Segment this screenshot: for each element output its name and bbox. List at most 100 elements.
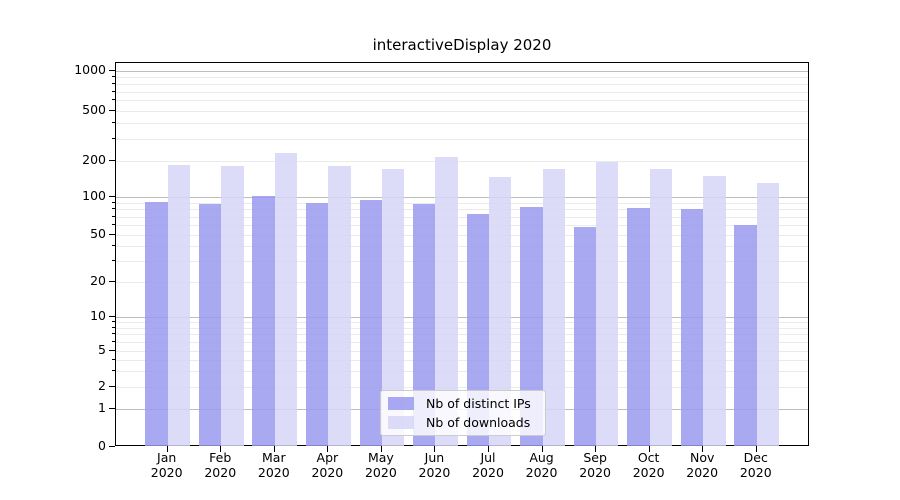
- bar-distinct-ips: [573, 226, 597, 446]
- y-axis-tick: [109, 70, 115, 71]
- bar-downloads: [381, 169, 405, 446]
- x-axis-tick: [380, 446, 382, 452]
- bar-distinct-ips: [198, 204, 222, 446]
- legend: Nb of distinct IPs Nb of downloads: [380, 390, 546, 436]
- gridline-minor: [116, 342, 808, 344]
- gridline-minor: [116, 261, 808, 263]
- gridline-minor: [116, 334, 808, 336]
- y-axis-tick-label: 1000: [74, 62, 106, 77]
- gridline-minor: [116, 327, 808, 329]
- bar-distinct-ips: [305, 202, 329, 446]
- x-axis-tick-label: Oct 2020: [632, 450, 665, 480]
- y-axis-tick: [109, 446, 115, 447]
- y-axis-tick-label: 500: [82, 102, 106, 117]
- y-axis-tick-label: 1: [98, 400, 106, 415]
- x-axis-tick-label: Feb 2020: [204, 450, 237, 480]
- x-axis-tick-label: Dec 2020: [739, 450, 772, 480]
- y-axis-tick-label: 50: [90, 226, 106, 241]
- gridline-minor: [116, 282, 808, 283]
- y-axis-minor-tick: [112, 333, 115, 335]
- y-axis-tick-label: 20: [90, 273, 106, 288]
- y-axis-minor-tick: [112, 321, 115, 323]
- y-axis-minor-tick: [112, 370, 115, 372]
- gridline-minor: [116, 246, 808, 248]
- y-axis-minor-tick: [112, 99, 115, 101]
- x-axis-tick: [595, 446, 597, 452]
- y-axis-minor-tick: [112, 137, 115, 139]
- gridline-minor: [116, 359, 808, 361]
- legend-swatch-downloads: [388, 416, 414, 429]
- chart-title: interactiveDisplay 2020: [372, 36, 552, 54]
- bar-distinct-ips: [145, 201, 168, 446]
- gridline-major: [116, 197, 808, 198]
- x-axis-tick-label: Jun 2020: [418, 450, 451, 480]
- gridline-minor: [116, 225, 808, 226]
- x-axis-tick: [702, 446, 704, 452]
- gridline-minor: [116, 83, 808, 85]
- y-axis-minor-tick: [112, 234, 115, 235]
- y-axis-minor-tick: [112, 90, 115, 92]
- y-axis-minor-tick: [112, 76, 115, 78]
- gridline-minor: [116, 371, 808, 373]
- legend-label-distinct-ips: Nb of distinct IPs: [426, 396, 531, 411]
- x-axis-tick: [220, 446, 222, 452]
- gridline-minor: [116, 77, 808, 79]
- bar-downloads: [435, 157, 458, 446]
- bar-distinct-ips: [252, 196, 275, 446]
- gridline-minor: [116, 216, 808, 218]
- x-axis-tick-label: Apr 2020: [311, 450, 344, 480]
- x-axis-tick: [434, 446, 436, 452]
- y-axis-minor-tick: [112, 350, 115, 351]
- y-axis-tick-label: 100: [82, 188, 106, 203]
- bar-downloads: [167, 165, 191, 446]
- bar-distinct-ips: [734, 225, 757, 446]
- y-axis-minor-tick: [112, 215, 115, 217]
- gridline-minor: [116, 100, 808, 102]
- bar-downloads: [328, 165, 351, 446]
- legend-label-downloads: Nb of downloads: [426, 415, 531, 430]
- bar-downloads: [649, 169, 673, 446]
- y-axis-minor-tick: [112, 358, 115, 360]
- x-axis-tick-label: Sep 2020: [579, 450, 611, 480]
- gridline-minor: [116, 111, 808, 112]
- y-axis-tick-label: 10: [90, 308, 106, 323]
- legend-swatch-distinct-ips: [388, 397, 414, 410]
- y-axis-minor-tick: [112, 160, 115, 161]
- y-axis-tick: [109, 196, 115, 197]
- gridline-minor: [116, 322, 808, 324]
- y-axis-tick-label: 5: [98, 342, 106, 357]
- y-axis-minor-tick: [112, 110, 115, 111]
- x-axis-tick: [648, 446, 650, 452]
- gridline-minor: [116, 123, 808, 125]
- y-axis-tick: [109, 316, 115, 317]
- y-axis-minor-tick: [112, 122, 115, 124]
- bar-downloads: [756, 183, 780, 446]
- gridline-minor: [116, 91, 808, 93]
- gridline-major: [116, 71, 808, 72]
- x-axis-tick: [488, 446, 489, 452]
- x-axis-tick-label: Mar 2020: [257, 450, 290, 480]
- bar-distinct-ips: [359, 200, 382, 446]
- x-axis-tick: [166, 446, 168, 452]
- y-axis-minor-tick: [112, 201, 115, 203]
- gridline-minor: [116, 235, 808, 236]
- bar-distinct-ips: [520, 207, 543, 446]
- y-axis-tick-label: 200: [82, 152, 106, 167]
- y-axis-minor-tick: [112, 224, 115, 225]
- gridline-minor: [116, 387, 808, 388]
- bar-downloads: [274, 153, 298, 446]
- x-axis-tick-label: Jul 2020: [472, 450, 504, 480]
- y-axis-minor-tick: [112, 245, 115, 247]
- y-axis-minor-tick: [112, 386, 115, 387]
- gridline-minor: [116, 161, 808, 162]
- y-axis-minor-tick: [112, 281, 115, 282]
- bar-distinct-ips: [413, 204, 436, 446]
- x-axis-tick: [755, 446, 757, 452]
- x-axis-tick-label: Nov 2020: [686, 450, 719, 480]
- bar-distinct-ips: [466, 214, 489, 446]
- y-axis-minor-tick: [112, 82, 115, 84]
- x-axis-tick: [541, 446, 543, 452]
- legend-entry-downloads: Nb of downloads: [388, 415, 538, 430]
- y-axis-minor-tick: [112, 326, 115, 328]
